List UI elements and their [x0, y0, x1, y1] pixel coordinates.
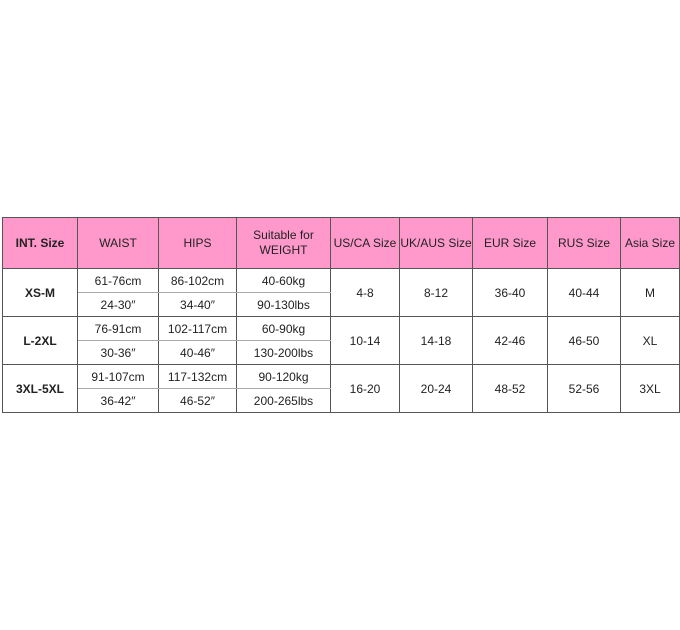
weight-kg-cell: 90-120kg [236, 364, 331, 389]
hips-cm-cell: 86-102cm [158, 268, 237, 293]
waist-in-cell: 36-42″ [77, 388, 159, 413]
hips-in-cell: 34-40″ [158, 292, 237, 317]
eur-cell: 42-46 [472, 316, 548, 365]
hips-cm-cell: 117-132cm [158, 364, 237, 389]
hips-in-cell: 46-52″ [158, 388, 237, 413]
header-waist: WAIST [77, 217, 159, 269]
header-weight: Suitable for WEIGHT [236, 217, 331, 269]
table-row: 36-42″ 46-52″ 200-265lbs [3, 388, 680, 413]
header-us-ca: US/CA Size [330, 217, 400, 269]
hips-cm-cell: 102-117cm [158, 316, 237, 341]
header-row: INT. Size WAIST HIPS Suitable for WEIGHT… [2, 217, 680, 269]
waist-cm-cell: 91-107cm [77, 364, 159, 389]
rus-cell: 46-50 [547, 316, 621, 365]
size-chart-table: INT. Size WAIST HIPS Suitable for WEIGHT… [2, 217, 680, 413]
uk-aus-cell: 14-18 [399, 316, 473, 365]
weight-kg-cell: 40-60kg [236, 268, 331, 293]
hips-in-cell: 40-46″ [158, 340, 237, 365]
int-size-cell: XS-M [2, 268, 78, 317]
asia-cell: XL [620, 316, 680, 365]
weight-lbs-cell: 200-265lbs [236, 388, 331, 413]
asia-cell: M [620, 268, 680, 317]
table-row: 24-30″ 34-40″ 90-130lbs [3, 292, 680, 317]
eur-cell: 48-52 [472, 364, 548, 413]
table-row: L-2XL 76-91cm 102-117cm 60-90kg 10-14 14-18 42… [2, 316, 680, 365]
us-ca-cell: 10-14 [330, 316, 400, 365]
waist-cm-cell: 61-76cm [77, 268, 159, 293]
int-size-cell: 3XL-5XL [2, 364, 78, 413]
us-ca-cell: 16-20 [330, 364, 400, 413]
weight-lbs-cell: 130-200lbs [236, 340, 331, 365]
rus-cell: 52-56 [547, 364, 621, 413]
asia-cell: 3XL [620, 364, 680, 413]
table-row: XS-M 61-76cm 86-102cm 40-60kg 4-8 8-12 36-40 40… [2, 268, 680, 317]
int-size-cell: L-2XL [2, 316, 78, 365]
table-row: 3XL-5XL 91-107cm 117-132cm 90-120kg 16-20 20-… [2, 364, 680, 413]
us-ca-cell: 4-8 [330, 268, 400, 317]
table-row: 30-36″ 40-46″ 130-200lbs [3, 340, 680, 365]
header-hips: HIPS [158, 217, 237, 269]
weight-lbs-cell: 90-130lbs [236, 292, 331, 317]
waist-cm-cell: 76-91cm [77, 316, 159, 341]
header-asia: Asia Size [620, 217, 680, 269]
header-uk-aus: UK/AUS Size [399, 217, 473, 269]
rus-cell: 40-44 [547, 268, 621, 317]
header-int-size: INT. Size [2, 217, 78, 269]
weight-kg-cell: 60-90kg [236, 316, 331, 341]
header-rus: RUS Size [547, 217, 621, 269]
eur-cell: 36-40 [472, 268, 548, 317]
waist-in-cell: 24-30″ [77, 292, 159, 317]
uk-aus-cell: 8-12 [399, 268, 473, 317]
header-eur: EUR Size [472, 217, 548, 269]
waist-in-cell: 30-36″ [77, 340, 159, 365]
uk-aus-cell: 20-24 [399, 364, 473, 413]
